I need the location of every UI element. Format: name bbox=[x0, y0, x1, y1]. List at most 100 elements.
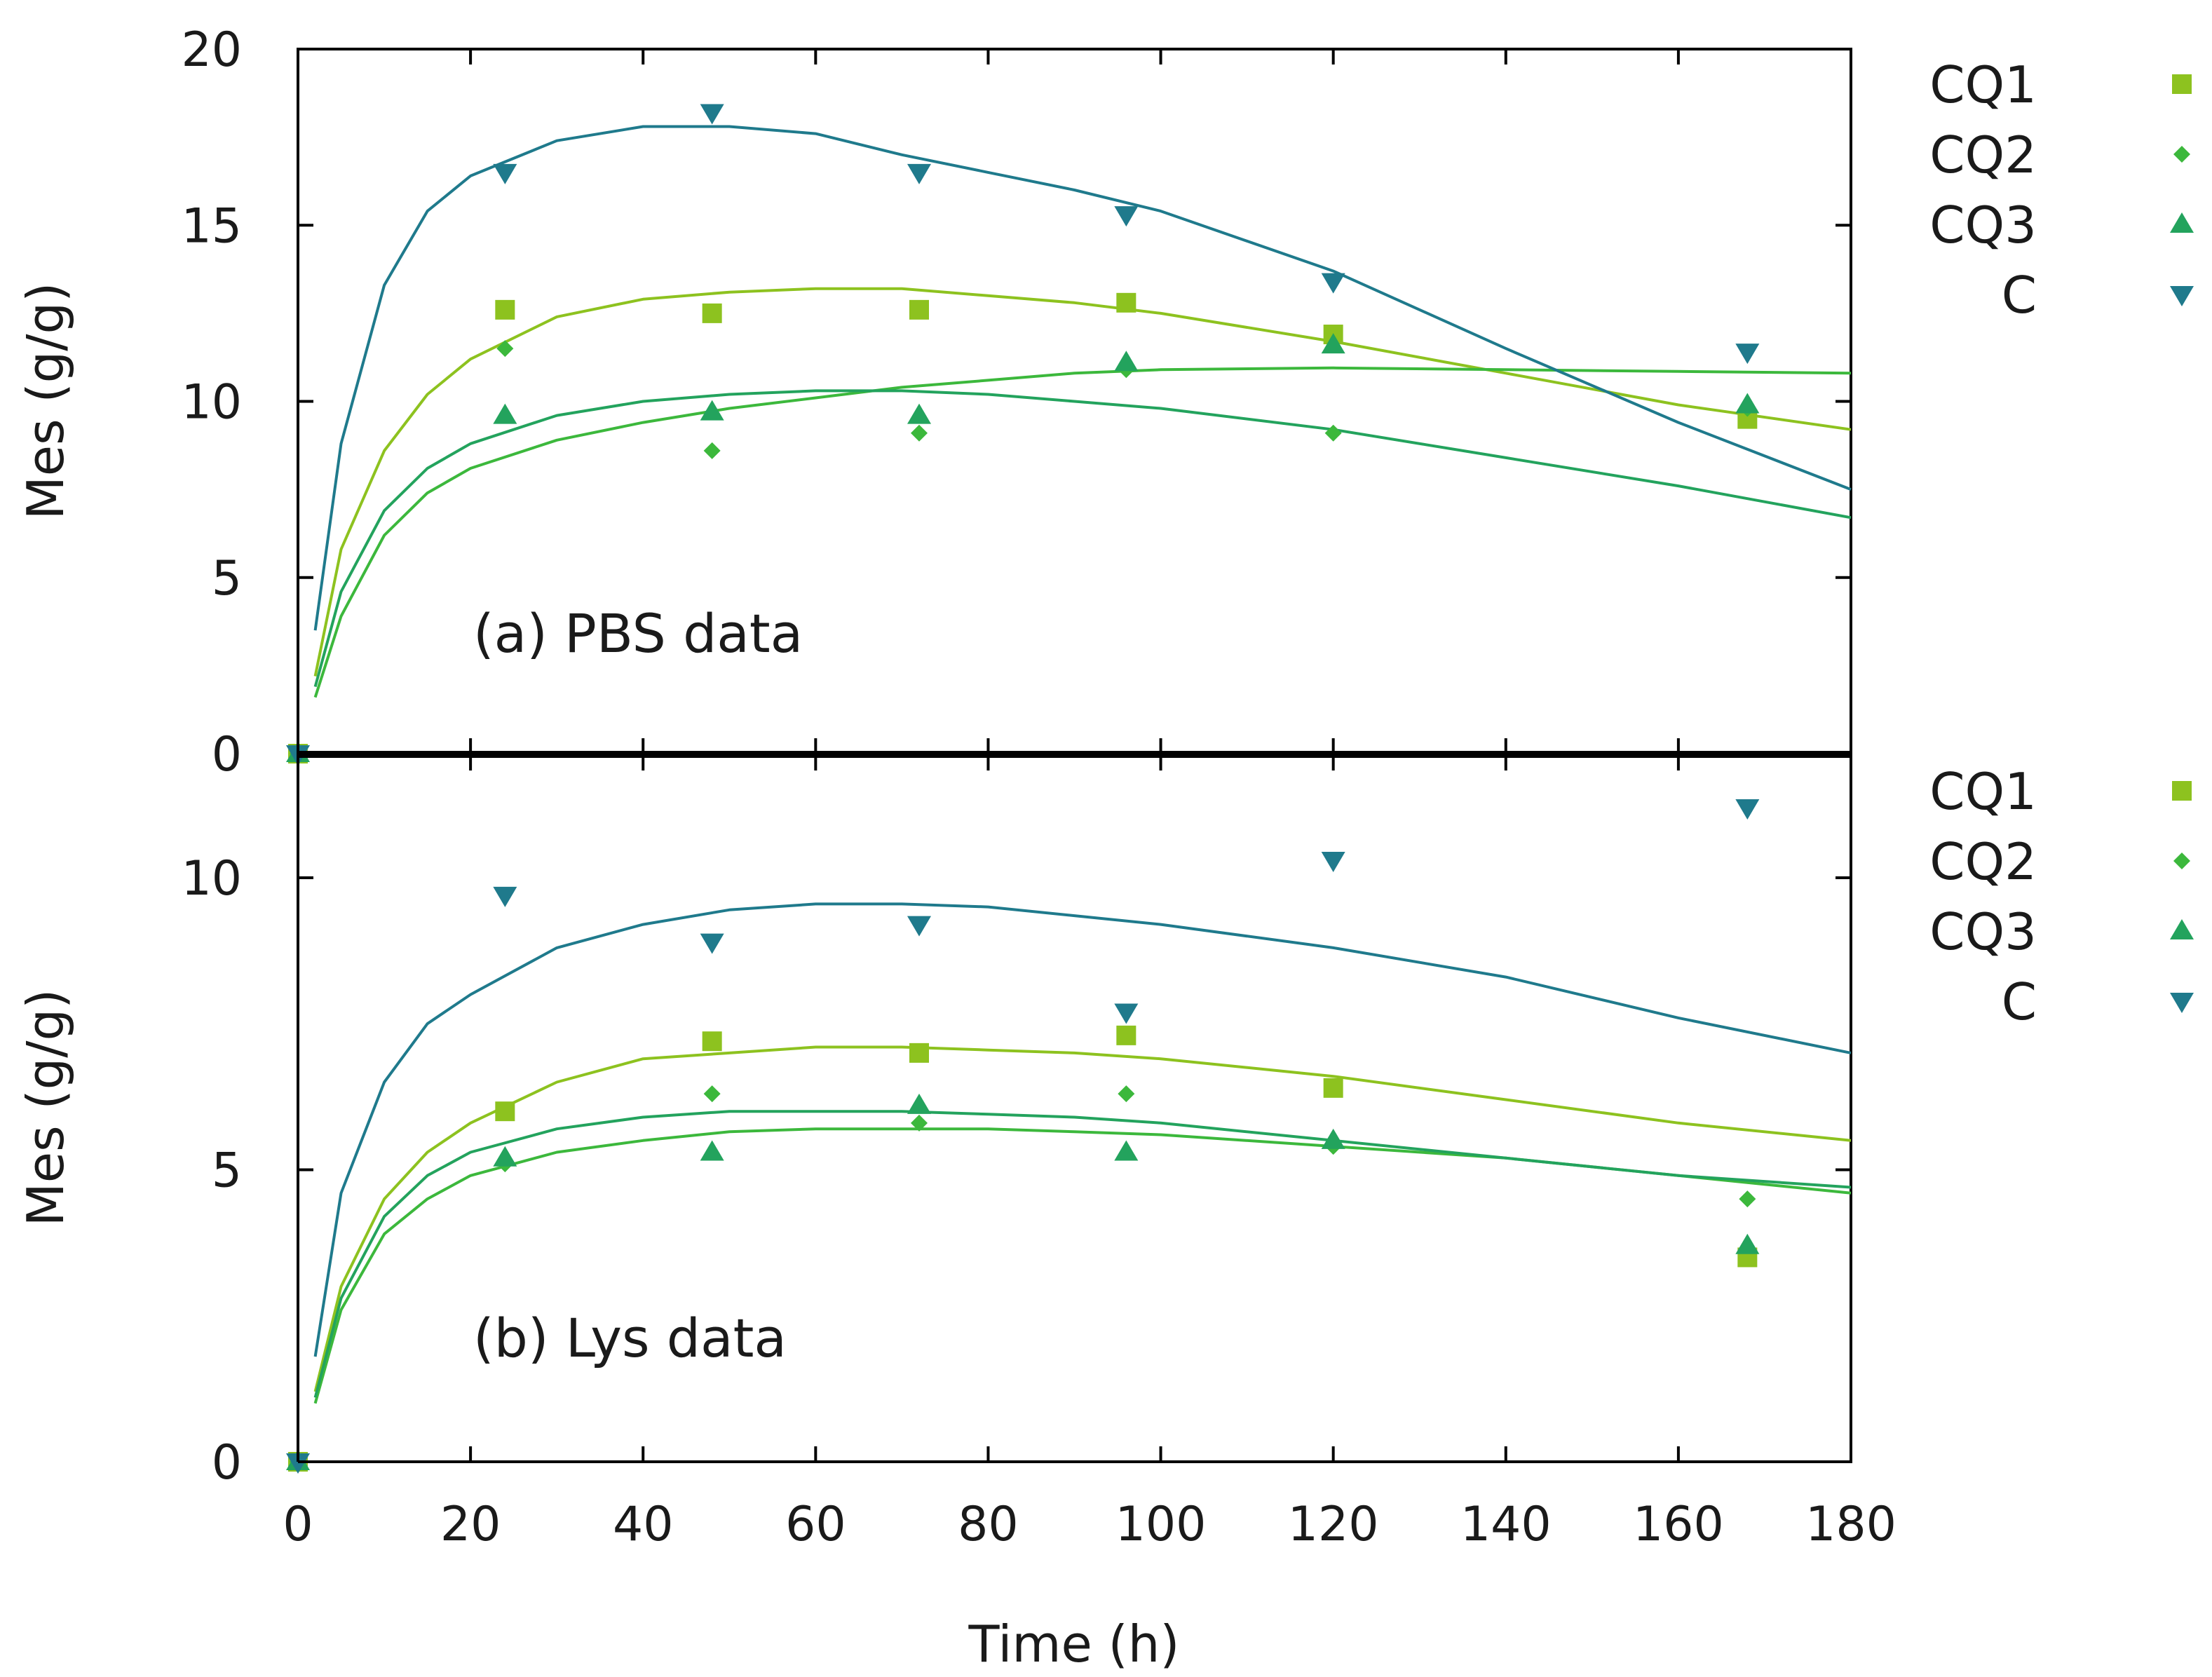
data-point-cq3 bbox=[907, 403, 931, 424]
data-point-cq2 bbox=[1739, 1190, 1756, 1208]
data-point-c bbox=[1114, 206, 1139, 227]
data-point-cq1 bbox=[909, 299, 929, 320]
legend-marker-cq2 bbox=[2173, 853, 2190, 869]
data-point-cq3 bbox=[700, 1140, 724, 1161]
fit-line-cq1 bbox=[313, 1045, 1852, 1392]
data-points bbox=[286, 799, 1760, 1474]
data-point-cq3 bbox=[1114, 351, 1139, 372]
data-point-cq1 bbox=[702, 303, 722, 323]
x-tick-label: 40 bbox=[613, 1497, 674, 1552]
y-tick-label: 15 bbox=[181, 198, 242, 254]
data-point-cq1 bbox=[495, 1101, 515, 1122]
legend-label-cq3: CQ3 bbox=[1929, 196, 2037, 254]
data-point-c bbox=[1321, 851, 1345, 872]
data-point-cq3 bbox=[493, 403, 517, 424]
x-tick-label: 120 bbox=[1288, 1497, 1379, 1552]
legend-label-cq1: CQ1 bbox=[1929, 55, 2037, 114]
x-tick-label: 100 bbox=[1115, 1497, 1207, 1552]
data-point-cq2 bbox=[1118, 1085, 1135, 1103]
data-point-cq2 bbox=[703, 1085, 721, 1103]
legend-marker-cq1 bbox=[2172, 74, 2192, 94]
data-point-c bbox=[700, 933, 724, 954]
data-point-c bbox=[1321, 273, 1345, 294]
fit-line-cq1 bbox=[313, 287, 1852, 677]
data-point-c bbox=[493, 163, 517, 184]
y-tick-label: 10 bbox=[181, 851, 242, 907]
x-tick-label: 180 bbox=[1805, 1497, 1897, 1552]
data-point-cq1 bbox=[1116, 292, 1136, 313]
data-point-cq1 bbox=[909, 1043, 929, 1063]
data-point-c bbox=[1735, 344, 1760, 365]
legend: CQ1 CQ2 CQ3 C bbox=[1929, 762, 2194, 1031]
data-point-c bbox=[700, 104, 724, 125]
data-point-cq3 bbox=[1114, 1140, 1139, 1161]
data-point-cq2 bbox=[496, 340, 514, 358]
fit-line-cq3 bbox=[313, 1110, 1852, 1398]
fit-curves bbox=[313, 125, 1852, 698]
data-point-cq3 bbox=[1735, 1233, 1760, 1254]
x-tick-label: 0 bbox=[283, 1497, 313, 1552]
data-point-c bbox=[1735, 799, 1760, 820]
fit-line-cq2 bbox=[313, 1127, 1852, 1404]
y-axis-title: Mes (g/g) bbox=[16, 283, 75, 520]
fit-line-cq2 bbox=[313, 366, 1852, 698]
legend-label-cq2: CQ2 bbox=[1929, 125, 2037, 184]
y-tick-label: 10 bbox=[181, 375, 242, 430]
data-point-c bbox=[907, 163, 931, 184]
data-point-cq2 bbox=[1324, 424, 1342, 442]
y-axis-title: Mes (g/g) bbox=[16, 989, 75, 1227]
data-point-c bbox=[907, 916, 931, 937]
data-point-cq3 bbox=[1321, 1128, 1345, 1149]
fit-curves bbox=[313, 902, 1852, 1404]
data-point-cq2 bbox=[703, 442, 721, 459]
legend: CQ1 CQ2 CQ3 C bbox=[1929, 55, 2194, 325]
y-tick-label: 5 bbox=[212, 551, 242, 606]
legend-marker-cq1 bbox=[2172, 781, 2192, 801]
y-axis-ticks: 0 5 10 15 20 bbox=[181, 22, 1852, 782]
data-point-cq2 bbox=[911, 1114, 928, 1132]
panel-annotation: (a) PBS data bbox=[473, 602, 803, 665]
data-point-cq1 bbox=[1116, 1025, 1136, 1045]
x-axis-ticks: 0 20 40 60 80 100 120 140 160 180 bbox=[283, 755, 1897, 1552]
x-tick-label: 20 bbox=[440, 1497, 501, 1552]
data-points bbox=[286, 104, 1760, 766]
legend-marker-cq3 bbox=[2170, 212, 2194, 233]
panel-annotation: (b) Lys data bbox=[473, 1307, 787, 1369]
x-tick-label: 60 bbox=[785, 1497, 846, 1552]
y-tick-label: 0 bbox=[212, 727, 242, 782]
y-axis-ticks: 0 5 10 bbox=[181, 851, 1851, 1491]
data-point-c bbox=[286, 1453, 310, 1474]
data-point-cq1 bbox=[495, 299, 515, 320]
data-point-cq3 bbox=[700, 400, 724, 421]
y-tick-label: 20 bbox=[181, 22, 242, 78]
legend-marker-cq3 bbox=[2170, 919, 2194, 939]
fit-line-c bbox=[313, 902, 1852, 1357]
data-point-cq3 bbox=[493, 1146, 517, 1167]
legend-label-cq2: CQ2 bbox=[1929, 832, 2037, 891]
data-point-cq1 bbox=[1323, 1078, 1343, 1098]
legend-label-cq3: CQ3 bbox=[1929, 902, 2037, 961]
data-point-c bbox=[493, 886, 517, 907]
x-tick-label: 160 bbox=[1633, 1497, 1724, 1552]
fit-line-c bbox=[313, 125, 1852, 631]
data-point-cq3 bbox=[907, 1093, 931, 1114]
legend-marker-c bbox=[2170, 286, 2194, 306]
data-point-cq1 bbox=[702, 1031, 722, 1052]
data-point-cq3 bbox=[1735, 393, 1760, 414]
x-axis-title: Time (h) bbox=[968, 1615, 1180, 1673]
legend-marker-cq2 bbox=[2173, 146, 2190, 163]
data-point-cq3 bbox=[1321, 333, 1345, 354]
y-tick-label: 0 bbox=[212, 1435, 242, 1491]
legend-label-cq1: CQ1 bbox=[1929, 762, 2037, 821]
fit-line-cq3 bbox=[313, 389, 1852, 688]
data-point-cq2 bbox=[911, 424, 928, 442]
x-tick-label: 140 bbox=[1460, 1497, 1552, 1552]
y-tick-label: 5 bbox=[212, 1143, 242, 1198]
legend-marker-c bbox=[2170, 993, 2194, 1013]
x-tick-label: 80 bbox=[958, 1497, 1019, 1552]
legend-label-c: C bbox=[2002, 972, 2037, 1031]
legend-label-c: C bbox=[2002, 266, 2037, 325]
